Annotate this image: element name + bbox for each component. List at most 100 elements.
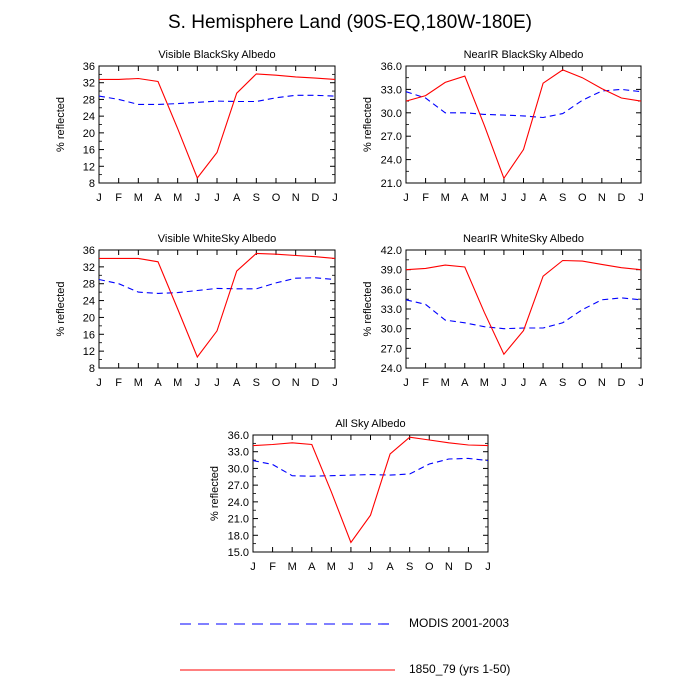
series-line-modis [98, 94, 336, 105]
figure-title: S. Hemisphere Land (90S-EQ,180W-180E) [168, 12, 532, 33]
y-tick-label: 21.0 [228, 514, 249, 526]
x-tick-label: J [214, 192, 220, 204]
y-tick-label: 20 [83, 312, 95, 324]
y-tick-label: 42.0 [381, 245, 402, 257]
x-tick-label: S [559, 377, 566, 389]
y-axis-label: % reflected [209, 466, 221, 521]
x-tick-label: S [253, 377, 260, 389]
x-tick-label: A [461, 377, 469, 389]
chart-panel-1: Visible BlackSky Albedo 8 12 16 20 24 28 32 36 J F… [55, 49, 338, 204]
x-tick-label: O [578, 192, 587, 204]
y-tick-label: 32 [83, 262, 95, 274]
series-line-modis [252, 457, 489, 477]
legend [180, 623, 395, 671]
series-line-model [99, 73, 336, 180]
x-tick-label: M [288, 561, 297, 573]
x-tick-label: O [272, 192, 281, 204]
y-tick-label: 27.0 [381, 131, 402, 143]
y-tick-label: 33.0 [228, 447, 249, 459]
x-tick-label: J [501, 192, 507, 204]
x-tick-label: J [332, 192, 338, 204]
x-tick-label: M [441, 377, 450, 389]
x-tick-label: D [617, 377, 625, 389]
x-tick-label: M [134, 192, 143, 204]
chart-panel-5: All Sky Albedo 15.0 18.0 21.0 24.0 27.0 30.0 33… [209, 418, 491, 573]
x-tick-label: F [422, 377, 429, 389]
series-line-modis [405, 297, 642, 330]
series-line-model [405, 69, 642, 180]
y-tick-label: 32 [83, 78, 95, 90]
x-tick-label: F [269, 561, 276, 573]
series-line-modis [98, 277, 336, 294]
x-tick-label: D [311, 192, 319, 204]
x-tick-label: D [311, 377, 319, 389]
x-tick-label: J [195, 377, 201, 389]
plot-frame [98, 65, 336, 184]
chart-panels: Visible BlackSky Albedo 8 12 16 20 24 28 32 36 J F… [55, 49, 644, 573]
y-tick-label: 21.0 [381, 178, 402, 190]
x-tick-label: D [464, 561, 472, 573]
plot-frame [405, 65, 642, 184]
y-tick-label: 27.0 [228, 480, 249, 492]
y-tick-label: 30.0 [228, 463, 249, 475]
x-tick-label: A [539, 377, 547, 389]
y-tick-label: 16 [83, 329, 95, 341]
x-tick-label: J [501, 377, 507, 389]
y-axis-label: % reflected [362, 281, 374, 336]
y-tick-label: 12 [83, 346, 95, 358]
x-tick-label: M [327, 561, 336, 573]
x-tick-label: A [308, 561, 316, 573]
x-tick-label: A [154, 192, 162, 204]
panel-title: NearIR WhiteSky Albedo [463, 233, 584, 245]
x-tick-label: M [480, 377, 489, 389]
x-tick-label: F [115, 192, 122, 204]
x-tick-label: J [96, 377, 102, 389]
y-tick-label: 15.0 [228, 547, 249, 559]
y-tick-label: 28 [83, 279, 95, 291]
panel-title: Visible BlackSky Albedo [158, 49, 275, 61]
x-tick-label: S [253, 192, 260, 204]
x-tick-label: J [485, 561, 491, 573]
y-tick-label: 36 [83, 245, 95, 257]
y-tick-label: 36 [83, 61, 95, 73]
x-tick-label: O [272, 377, 281, 389]
x-tick-label: J [403, 192, 409, 204]
y-tick-label: 24.0 [381, 363, 402, 375]
y-tick-label: 12 [83, 161, 95, 173]
y-axis-label: % reflected [55, 97, 67, 152]
y-tick-label: 16 [83, 145, 95, 157]
x-tick-label: J [195, 192, 201, 204]
y-tick-label: 20 [83, 128, 95, 140]
chart-panel-4: NearIR WhiteSky Albedo 24.0 27.0 30.0 33.0 36… [362, 233, 644, 389]
legend-model-label: 1850_79 (yrs 1-50) [409, 662, 511, 676]
x-tick-label: M [173, 192, 182, 204]
x-tick-label: J [403, 377, 409, 389]
series-line-model [405, 259, 642, 356]
y-tick-label: 8 [89, 178, 95, 190]
x-tick-label: A [461, 192, 469, 204]
x-tick-label: N [598, 377, 606, 389]
panel-title: Visible WhiteSky Albedo [158, 233, 276, 245]
x-tick-label: J [638, 192, 644, 204]
x-tick-label: J [638, 377, 644, 389]
x-tick-label: S [559, 192, 566, 204]
x-tick-label: M [441, 192, 450, 204]
x-tick-label: D [617, 192, 625, 204]
y-tick-label: 24 [83, 111, 95, 123]
x-tick-label: J [96, 192, 102, 204]
x-tick-label: A [233, 192, 241, 204]
y-tick-label: 33.0 [381, 84, 402, 96]
y-tick-label: 36.0 [381, 61, 402, 73]
y-tick-label: 33.0 [381, 304, 402, 316]
series-line-model [99, 252, 336, 359]
x-tick-label: J [521, 377, 527, 389]
y-tick-label: 36.0 [381, 284, 402, 296]
y-tick-label: 36.0 [228, 430, 249, 442]
x-tick-label: J [214, 377, 220, 389]
x-tick-label: O [578, 377, 587, 389]
x-tick-label: N [292, 377, 300, 389]
plot-frame [405, 249, 642, 369]
x-tick-label: N [445, 561, 453, 573]
x-tick-label: A [233, 377, 241, 389]
